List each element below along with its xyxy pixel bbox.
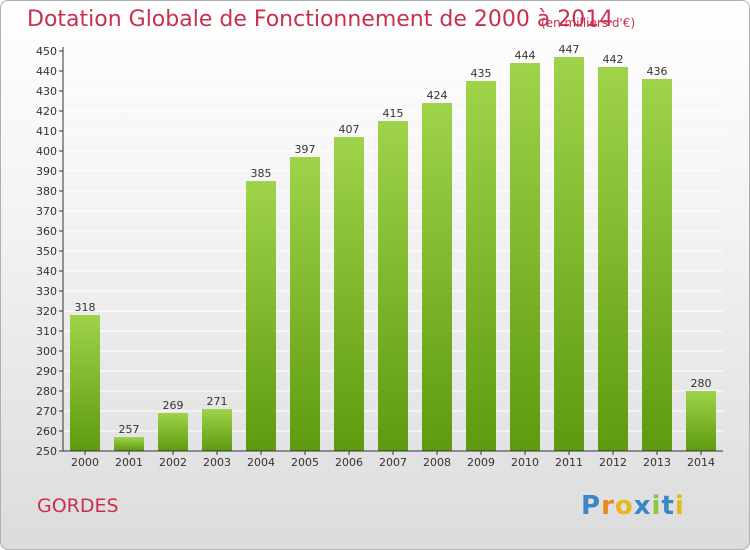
bar [290,157,320,451]
bar [510,63,540,451]
y-tick-label: 330 [36,285,57,298]
x-tick-label: 2008 [423,456,451,469]
x-tick-label: 2006 [335,456,363,469]
y-tick-label: 350 [36,245,57,258]
bar-value-label: 280 [691,377,712,390]
x-tick-label: 2001 [115,456,143,469]
proxiti-logo: Proxiti [581,491,685,521]
y-tick-label: 390 [36,165,57,178]
bar-value-label: 424 [427,89,448,102]
x-tick-label: 2009 [467,456,495,469]
x-tick-label: 2004 [247,456,275,469]
bar-value-label: 415 [383,107,404,120]
bar [686,391,716,451]
x-tick-label: 2014 [687,456,715,469]
axes: 250 260 270 280 290 300 310 320 330 340 350 360 370 3… [36,45,723,469]
bar [114,437,144,451]
y-tick-label: 450 [36,45,57,58]
x-tick-label: 2003 [203,456,231,469]
y-tick-label: 380 [36,185,57,198]
y-tick-label: 310 [36,325,57,338]
y-tick-label: 430 [36,85,57,98]
y-tick-label: 360 [36,225,57,238]
x-tick-label: 2010 [511,456,539,469]
y-tick-label: 280 [36,385,57,398]
bar [598,67,628,451]
bar [334,137,364,451]
bar-value-label: 447 [559,43,580,56]
bar-value-label: 436 [647,65,668,78]
bar [466,81,496,451]
bar [554,57,584,451]
y-tick-label: 420 [36,105,57,118]
x-tick-label: 2011 [555,456,583,469]
chart-unit-note: (en milliers d'€) [541,16,636,30]
x-tick-label: 2002 [159,456,187,469]
x-tick-label: 2007 [379,456,407,469]
bar-value-label: 257 [119,423,140,436]
bar [246,181,276,451]
bar-value-label: 271 [207,395,228,408]
x-tick-label: 2000 [71,456,99,469]
bar [378,121,408,451]
y-tick-label: 400 [36,145,57,158]
bar-value-label: 269 [163,399,184,412]
y-tick-label: 260 [36,425,57,438]
y-tick-label: 250 [36,445,57,458]
bar-value-label: 442 [603,53,624,66]
y-tick-label: 300 [36,345,57,358]
y-tick-label: 340 [36,265,57,278]
bar-value-label: 385 [251,167,272,180]
y-tick-label: 320 [36,305,57,318]
bar [422,103,452,451]
bar-value-label: 435 [471,67,492,80]
x-tick-label: 2013 [643,456,671,469]
y-tick-label: 290 [36,365,57,378]
y-tick-label: 370 [36,205,57,218]
bar [158,413,188,451]
y-tick-label: 440 [36,65,57,78]
bar-value-label: 407 [339,123,360,136]
y-tick-label: 270 [36,405,57,418]
x-tick-label: 2012 [599,456,627,469]
bar-value-label: 318 [75,301,96,314]
bars: 318 257 269 271 385 397 407 415 424 435 444 447 442 4… [70,43,716,451]
x-tick-label: 2005 [291,456,319,469]
bar-value-label: 397 [295,143,316,156]
bar-value-label: 444 [515,49,536,62]
chart-title: Dotation Globale de Fonctionnement de 20… [27,7,614,32]
bar [642,79,672,451]
y-tick-label: 410 [36,125,57,138]
bar [202,409,232,451]
bar [70,315,100,451]
commune-name: GORDES [37,495,119,517]
